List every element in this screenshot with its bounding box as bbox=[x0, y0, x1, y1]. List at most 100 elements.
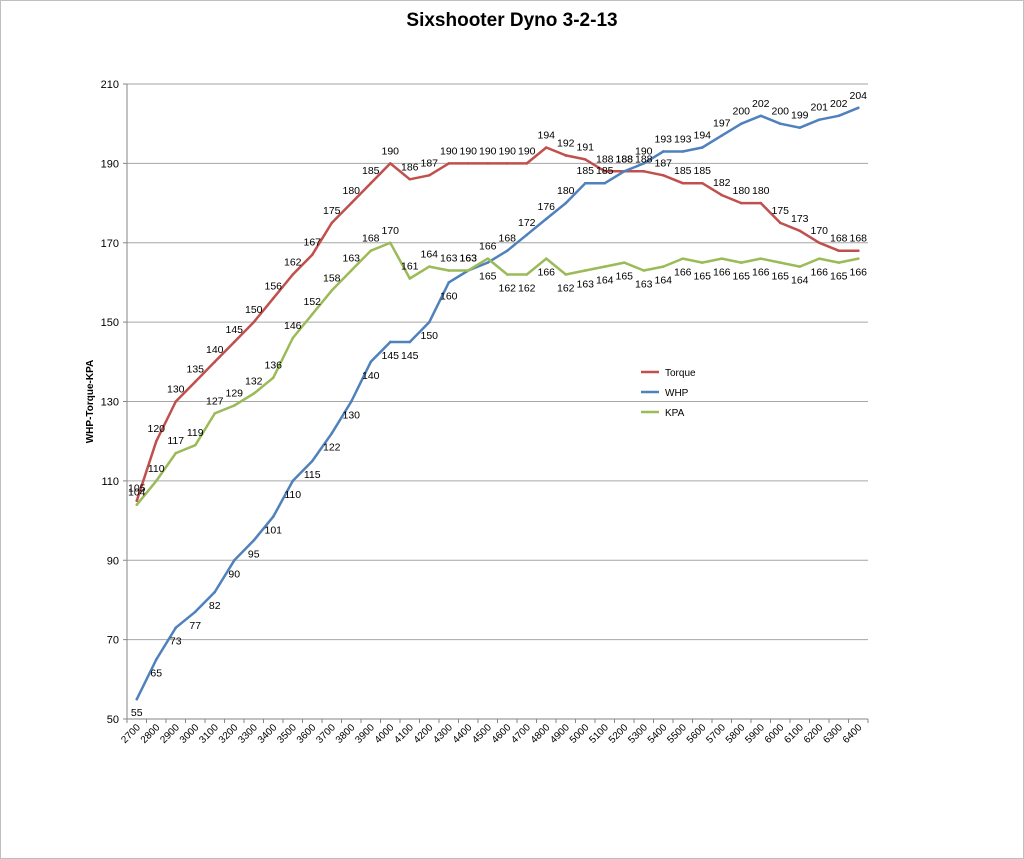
data-label-whp: 188 bbox=[615, 153, 633, 165]
data-point-kpa bbox=[388, 241, 392, 245]
data-label-kpa: 163 bbox=[635, 279, 653, 291]
data-label-kpa: 170 bbox=[381, 225, 399, 237]
data-point-torque bbox=[778, 221, 782, 225]
y-tick-label: 210 bbox=[101, 79, 119, 91]
data-label-torque: 145 bbox=[225, 324, 243, 336]
x-tick-label: 3200 bbox=[217, 722, 241, 746]
data-point-kpa bbox=[193, 443, 197, 447]
x-tick-label: 3600 bbox=[295, 722, 319, 746]
y-axis-title: WHP-Torque-KPA bbox=[85, 360, 96, 444]
data-point-torque bbox=[525, 162, 529, 165]
data-point-whp bbox=[193, 610, 197, 614]
data-point-whp bbox=[642, 162, 646, 165]
data-point-whp bbox=[700, 146, 704, 149]
data-label-whp: 200 bbox=[732, 106, 750, 118]
data-label-torque: 194 bbox=[537, 130, 555, 142]
data-label-kpa: 165 bbox=[771, 271, 789, 283]
data-label-whp: 110 bbox=[284, 489, 301, 501]
data-point-whp bbox=[291, 479, 295, 483]
data-point-torque bbox=[564, 154, 568, 157]
data-label-kpa: 162 bbox=[557, 283, 575, 295]
data-point-kpa bbox=[466, 269, 470, 272]
y-tick-label: 50 bbox=[107, 714, 119, 726]
data-label-torque: 135 bbox=[186, 364, 204, 376]
data-label-torque: 185 bbox=[674, 165, 692, 177]
x-tick-label: 5600 bbox=[685, 722, 709, 746]
x-tick-label: 6200 bbox=[802, 722, 826, 746]
data-point-kpa bbox=[135, 503, 139, 506]
data-point-torque bbox=[798, 229, 802, 233]
data-label-whp: 101 bbox=[264, 525, 282, 537]
data-point-whp bbox=[213, 590, 217, 594]
data-point-kpa bbox=[252, 392, 256, 395]
data-label-kpa: 165 bbox=[830, 271, 848, 283]
data-label-whp: 200 bbox=[771, 106, 789, 118]
data-point-whp bbox=[135, 697, 139, 701]
data-point-whp bbox=[583, 181, 587, 185]
data-point-torque bbox=[544, 146, 548, 149]
data-label-whp: 145 bbox=[401, 350, 419, 362]
data-label-torque: 192 bbox=[557, 137, 575, 149]
data-label-whp: 165 bbox=[479, 271, 497, 283]
data-point-torque bbox=[681, 181, 685, 185]
data-label-whp: 197 bbox=[713, 118, 731, 130]
data-point-torque bbox=[232, 340, 236, 344]
data-point-kpa bbox=[642, 269, 646, 272]
data-point-whp bbox=[856, 106, 860, 110]
data-point-whp bbox=[369, 360, 373, 364]
x-tick-label: 4100 bbox=[392, 722, 416, 746]
data-label-torque: 168 bbox=[830, 233, 848, 245]
data-point-whp bbox=[232, 558, 236, 562]
data-point-kpa bbox=[661, 265, 665, 268]
grid-lines bbox=[127, 83, 868, 720]
data-point-torque bbox=[505, 162, 509, 165]
data-labels: 1051201301351401451501561621671751801851… bbox=[128, 90, 867, 719]
data-label-torque: 190 bbox=[459, 145, 477, 157]
data-point-torque bbox=[700, 181, 704, 185]
data-label-torque: 182 bbox=[713, 177, 731, 189]
data-label-whp: 202 bbox=[752, 98, 770, 110]
data-point-whp bbox=[525, 233, 529, 237]
data-label-kpa: 163 bbox=[440, 253, 458, 265]
data-point-torque bbox=[369, 181, 373, 185]
x-tick-label: 6300 bbox=[821, 722, 845, 746]
data-point-torque bbox=[642, 170, 646, 173]
data-label-kpa: 166 bbox=[810, 267, 828, 279]
data-point-torque bbox=[213, 360, 217, 364]
data-label-torque: 190 bbox=[381, 145, 399, 157]
data-label-torque: 140 bbox=[206, 344, 224, 356]
data-label-whp: 115 bbox=[304, 469, 321, 481]
y-tick-label: 90 bbox=[107, 555, 119, 567]
data-point-whp bbox=[720, 134, 724, 137]
data-label-kpa: 136 bbox=[264, 360, 282, 372]
legend: Torque WHP KPA bbox=[641, 368, 696, 419]
data-label-whp: 130 bbox=[342, 410, 360, 422]
x-tick-label: 3100 bbox=[197, 722, 221, 746]
data-point-torque bbox=[466, 162, 470, 165]
data-point-kpa bbox=[154, 479, 158, 483]
data-label-whp: 193 bbox=[674, 133, 692, 145]
x-tick-label: 6000 bbox=[763, 722, 787, 746]
x-tick-label: 5500 bbox=[665, 722, 689, 746]
data-point-whp bbox=[661, 150, 665, 153]
x-tick-label: 2800 bbox=[139, 722, 163, 746]
data-point-whp bbox=[447, 281, 451, 284]
data-point-whp bbox=[271, 515, 275, 518]
x-tick-label: 4200 bbox=[412, 722, 436, 746]
data-point-kpa bbox=[525, 273, 529, 276]
data-point-kpa bbox=[447, 269, 451, 272]
data-point-torque bbox=[349, 201, 353, 205]
data-label-whp: 73 bbox=[170, 636, 182, 648]
data-point-kpa bbox=[720, 257, 724, 260]
x-tick-label: 4600 bbox=[490, 722, 514, 746]
data-label-kpa: 164 bbox=[596, 275, 614, 287]
data-point-kpa bbox=[369, 249, 373, 252]
data-label-torque: 167 bbox=[303, 237, 321, 249]
x-tick-label: 4000 bbox=[373, 722, 397, 746]
x-tick-label: 6400 bbox=[841, 722, 865, 746]
x-tick-label: 5100 bbox=[587, 722, 611, 746]
data-label-torque: 173 bbox=[791, 213, 809, 225]
x-tick-label: 5000 bbox=[568, 722, 592, 746]
x-tick-label: 4500 bbox=[470, 722, 494, 746]
